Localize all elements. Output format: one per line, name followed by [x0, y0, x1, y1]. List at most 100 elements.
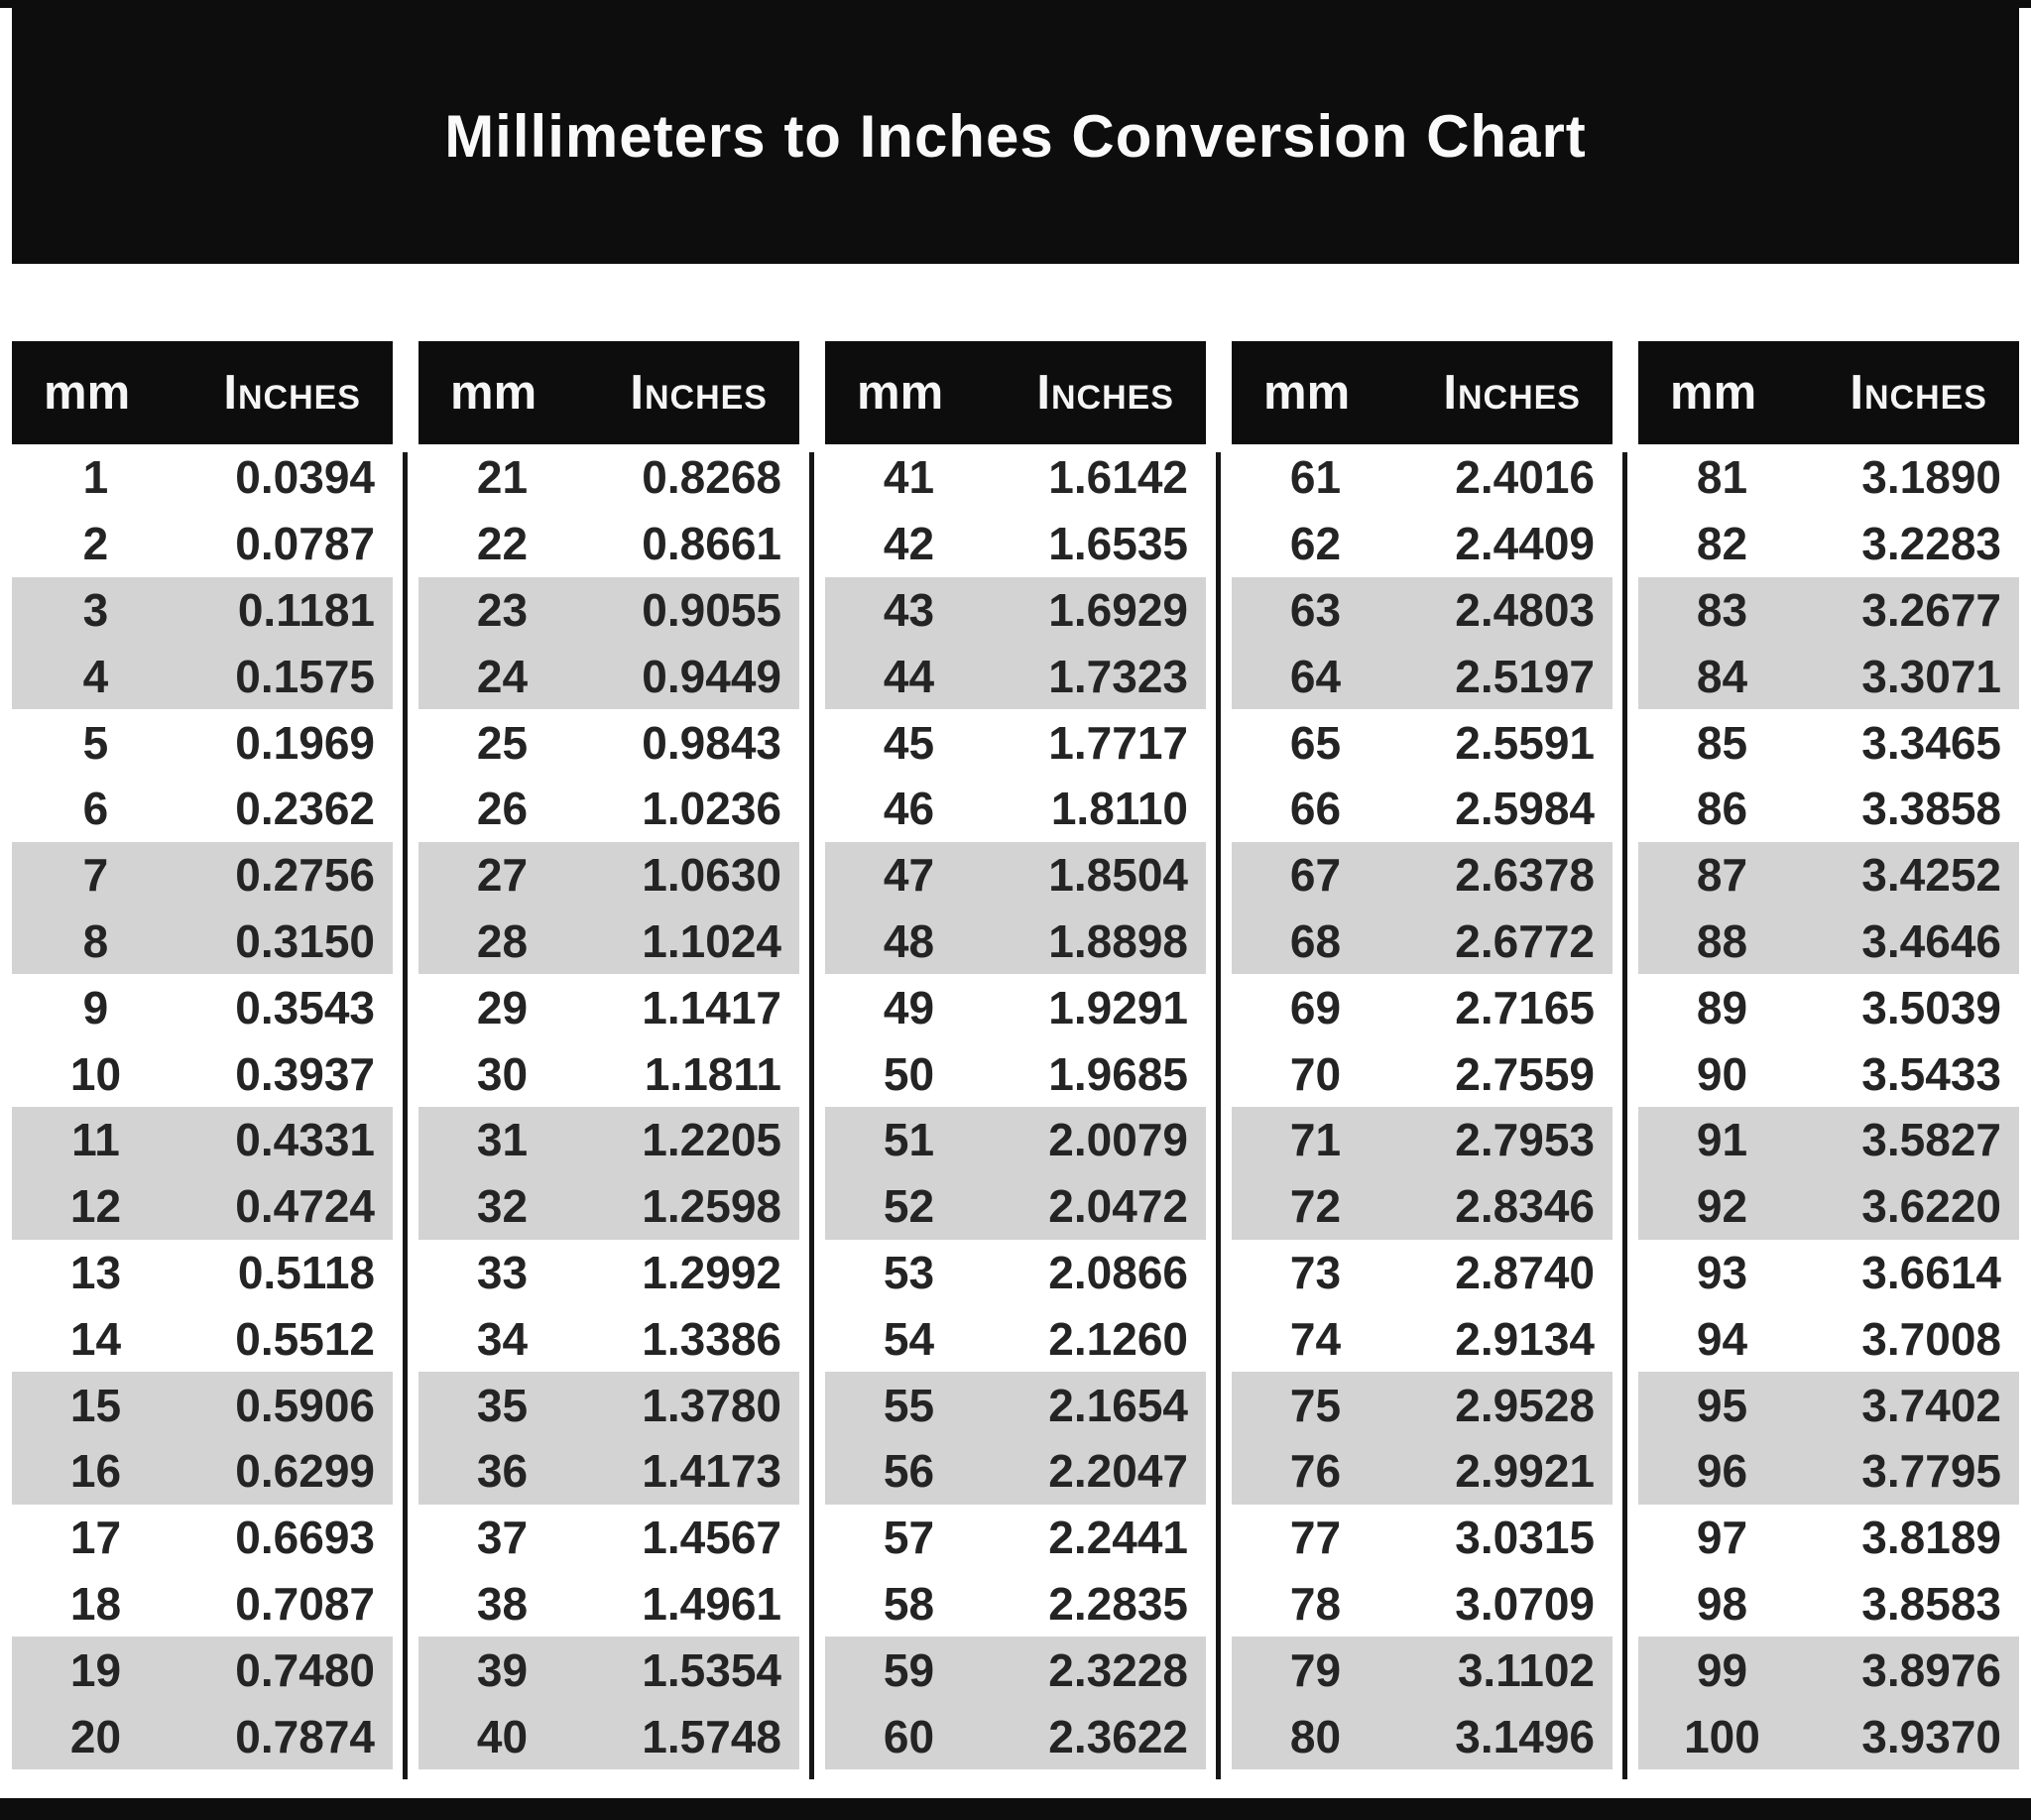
- mm-value: 84: [1696, 650, 1748, 702]
- inches-value: 2.3228: [1048, 1643, 1188, 1696]
- mm-value: 82: [1696, 518, 1748, 570]
- table-row: 13 0.5118: [12, 1240, 393, 1306]
- inches-header-label: Inches: [1036, 366, 1174, 420]
- mm-value: 79: [1289, 1643, 1342, 1696]
- table-row: 65 2.5591: [1232, 709, 1613, 776]
- mm-value: 70: [1289, 1047, 1342, 1100]
- column-header: mm Inches: [418, 341, 799, 444]
- table-row: 55 2.1654: [825, 1372, 1206, 1438]
- inches-value: 3.8189: [1861, 1512, 2001, 1564]
- mm-value: 42: [883, 518, 935, 570]
- mm-header-label: mm: [1263, 366, 1351, 420]
- mm-value: 46: [883, 783, 935, 835]
- table-row: 11 0.4331: [12, 1106, 393, 1173]
- inches-value: 0.9843: [642, 716, 781, 769]
- inches-value: 0.8268: [642, 451, 781, 504]
- table-row: 38 1.4961: [418, 1571, 799, 1638]
- inches-value: 1.1811: [644, 1047, 781, 1100]
- inches-value: 3.3071: [1861, 650, 2001, 702]
- table-row: 97 3.8189: [1638, 1505, 2019, 1571]
- column-group: mm Inches 81 3.1890 82 3.2283 83 3.2677 84 3.3071…: [1622, 341, 2019, 1779]
- table-row: 10 0.3937: [12, 1040, 393, 1107]
- column-header: mm Inches: [12, 341, 393, 444]
- column-group: mm Inches 1 0.0394 2 0.0787 3 0.1181 4 0.1575 5 0.1…: [12, 341, 393, 1769]
- mm-value: 25: [476, 716, 529, 769]
- table-row: 24 0.9449: [418, 643, 799, 710]
- table-row: 52 2.0472: [825, 1172, 1206, 1240]
- mm-value: 97: [1696, 1512, 1748, 1564]
- inches-value: 0.2756: [235, 849, 375, 902]
- table-row: 94 3.7008: [1638, 1305, 2019, 1372]
- table-row: 33 1.2992: [418, 1240, 799, 1306]
- mm-value: 78: [1289, 1577, 1342, 1630]
- table-row: 40 1.5748: [418, 1703, 799, 1769]
- mm-value: 21: [476, 451, 529, 504]
- inches-header-label: Inches: [1443, 366, 1581, 420]
- inches-value: 0.0787: [235, 518, 375, 570]
- top-border-bar: [0, 0, 2031, 8]
- mm-value: 15: [69, 1379, 122, 1431]
- table-row: 46 1.8110: [825, 776, 1206, 842]
- mm-value: 64: [1289, 650, 1342, 702]
- mm-value: 77: [1289, 1512, 1342, 1564]
- mm-value: 10: [69, 1047, 122, 1100]
- column-header: mm Inches: [1232, 341, 1613, 444]
- inches-value: 3.1496: [1455, 1710, 1595, 1762]
- table-row: 26 1.0236: [418, 776, 799, 842]
- mm-value: 7: [82, 849, 109, 902]
- table-row: 81 3.1890: [1638, 444, 2019, 511]
- inches-value: 2.4803: [1455, 583, 1595, 636]
- inches-value: 2.7165: [1455, 981, 1595, 1033]
- table-row: 89 3.5039: [1638, 974, 2019, 1040]
- inches-value: 1.9291: [1048, 981, 1188, 1033]
- inches-value: 3.5433: [1861, 1047, 2001, 1100]
- inches-value: 1.4567: [642, 1512, 781, 1564]
- mm-value: 74: [1289, 1312, 1342, 1365]
- inches-value: 2.3622: [1048, 1710, 1188, 1762]
- table-row: 99 3.8976: [1638, 1637, 2019, 1704]
- inches-value: 2.5984: [1455, 783, 1595, 835]
- inches-value: 2.2835: [1048, 1577, 1188, 1630]
- mm-value: 62: [1289, 518, 1342, 570]
- inches-value: 0.9055: [642, 583, 781, 636]
- inches-value: 3.3465: [1861, 716, 2001, 769]
- mm-value: 45: [883, 716, 935, 769]
- mm-header-label: mm: [44, 366, 131, 420]
- inches-value: 2.0472: [1048, 1180, 1188, 1233]
- mm-header-label: mm: [1670, 366, 1757, 420]
- table-row: 78 3.0709: [1232, 1571, 1613, 1638]
- inches-value: 0.0394: [235, 451, 375, 504]
- mm-value: 19: [69, 1643, 122, 1696]
- mm-value: 96: [1696, 1445, 1748, 1498]
- inches-value: 3.1890: [1861, 451, 2001, 504]
- inches-value: 0.4724: [235, 1180, 375, 1233]
- table-row: 45 1.7717: [825, 709, 1206, 776]
- mm-value: 87: [1696, 849, 1748, 902]
- table-row: 3 0.1181: [12, 576, 393, 644]
- table-row: 95 3.7402: [1638, 1372, 2019, 1438]
- table-row: 12 0.4724: [12, 1172, 393, 1240]
- mm-value: 40: [476, 1710, 529, 1762]
- inches-value: 1.0236: [642, 783, 781, 835]
- mm-value: 95: [1696, 1379, 1748, 1431]
- table-row: 5 0.1969: [12, 709, 393, 776]
- mm-value: 31: [476, 1114, 529, 1166]
- table-row: 15 0.5906: [12, 1372, 393, 1438]
- table-row: 74 2.9134: [1232, 1305, 1613, 1372]
- mm-value: 80: [1289, 1710, 1342, 1762]
- inches-header-label: Inches: [223, 366, 361, 420]
- inches-value: 1.2205: [642, 1114, 781, 1166]
- table-row: 16 0.6299: [12, 1437, 393, 1505]
- mm-value: 58: [883, 1577, 935, 1630]
- mm-value: 89: [1696, 981, 1748, 1033]
- mm-value: 37: [476, 1512, 529, 1564]
- mm-value: 99: [1696, 1643, 1748, 1696]
- inches-value: 2.4409: [1455, 518, 1595, 570]
- inches-value: 0.3937: [235, 1047, 375, 1100]
- table-row: 64 2.5197: [1232, 643, 1613, 710]
- inches-value: 1.5748: [642, 1710, 781, 1762]
- table-row: 18 0.7087: [12, 1571, 393, 1638]
- inches-value: 3.8976: [1861, 1643, 2001, 1696]
- mm-value: 12: [69, 1180, 122, 1233]
- inches-value: 2.1654: [1048, 1379, 1188, 1431]
